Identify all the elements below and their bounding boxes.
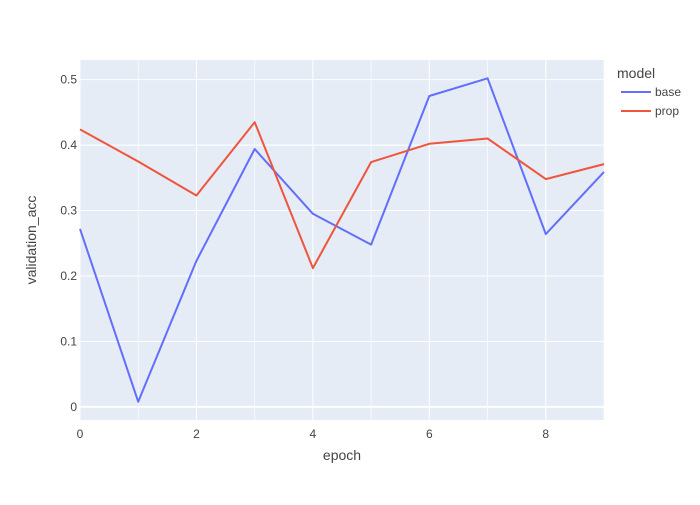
legend-label-base: base [655,85,681,99]
y-tick-label: 0.3 [60,204,77,218]
x-tick-label: 0 [77,427,84,441]
y-tick-label: 0.5 [60,73,77,87]
x-tick-label: 6 [426,427,433,441]
series-line-base[interactable] [79,77,605,403]
series-lines [79,77,605,403]
x-tick-label: 2 [193,427,200,441]
x-tick-label: 4 [310,427,317,441]
legend-items[interactable]: base prop [621,85,681,118]
y-tick-label: 0 [70,400,77,414]
legend-item-prop[interactable]: prop [621,104,679,118]
x-gridlines [79,60,605,420]
legend-item-base[interactable]: base [621,85,681,99]
y-axis-title: validation_acc [23,196,39,285]
y-tick-label: 0.2 [60,269,77,283]
legend-label-prop: prop [655,104,679,118]
y-tick-labels: 0 0.1 0.2 0.3 0.4 0.5 [60,73,77,414]
legend-title: model [617,65,655,81]
series-line-prop[interactable] [79,121,605,270]
x-axis-title: epoch [323,447,361,463]
y-gridlines [80,79,604,408]
x-tick-label: 8 [542,427,549,441]
y-tick-label: 0.4 [60,138,77,152]
plot-area [80,60,604,420]
x-tick-labels: 0 2 4 6 8 [77,427,550,441]
y-tick-label: 0.1 [60,334,77,348]
legend[interactable]: model base prop [617,65,681,118]
